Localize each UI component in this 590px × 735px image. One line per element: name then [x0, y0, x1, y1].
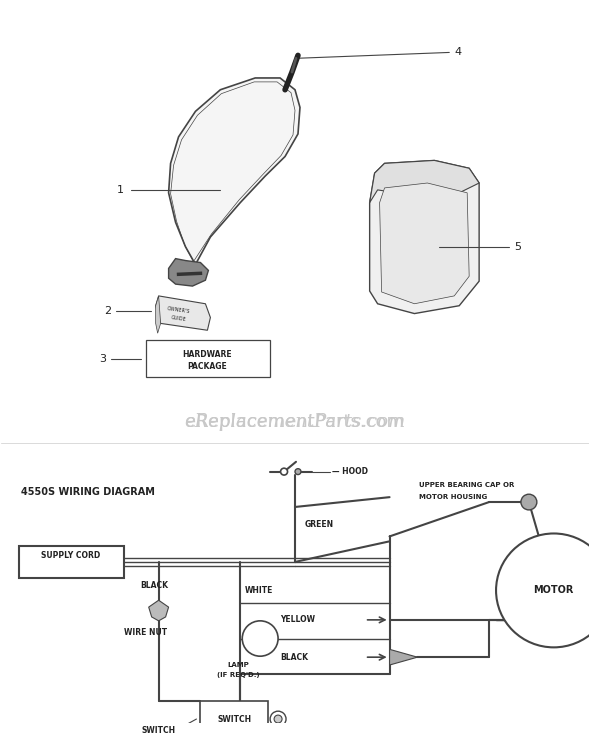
Text: 1: 1: [117, 185, 124, 195]
Text: HARDWARE: HARDWARE: [182, 351, 232, 359]
Polygon shape: [156, 296, 160, 333]
Circle shape: [295, 469, 301, 475]
Text: WHITE: WHITE: [245, 586, 274, 595]
Polygon shape: [370, 160, 479, 314]
Circle shape: [496, 534, 590, 648]
Text: 4: 4: [454, 48, 461, 57]
Text: UPPER BEARING CAP OR: UPPER BEARING CAP OR: [419, 482, 515, 488]
Polygon shape: [149, 600, 169, 621]
Polygon shape: [169, 78, 300, 265]
Text: eReplacementParts.com: eReplacementParts.com: [184, 412, 406, 431]
Polygon shape: [379, 183, 469, 304]
Text: MOTOR HOUSING: MOTOR HOUSING: [419, 494, 488, 500]
Text: GUIDE: GUIDE: [171, 315, 186, 322]
Text: MOTOR: MOTOR: [533, 585, 574, 595]
Text: SWITCH: SWITCH: [217, 714, 251, 723]
Text: GREEN: GREEN: [305, 520, 334, 529]
Polygon shape: [389, 649, 417, 665]
Text: eReplacementParts.com: eReplacementParts.com: [185, 412, 405, 431]
Text: PACKAGE: PACKAGE: [188, 362, 227, 371]
Text: OWNER'S: OWNER'S: [166, 306, 191, 315]
Text: WIRE NUT: WIRE NUT: [124, 628, 168, 637]
Circle shape: [281, 468, 287, 475]
Text: BLACK: BLACK: [141, 581, 169, 590]
Circle shape: [521, 494, 537, 510]
Text: — HOOD: — HOOD: [332, 467, 368, 476]
FancyBboxPatch shape: [19, 546, 124, 578]
Circle shape: [270, 711, 286, 727]
Polygon shape: [156, 296, 211, 330]
Circle shape: [242, 621, 278, 656]
FancyBboxPatch shape: [201, 701, 268, 735]
Text: 4550S WIRING DIAGRAM: 4550S WIRING DIAGRAM: [21, 487, 155, 498]
Text: 5: 5: [514, 242, 521, 252]
Text: YELLOW: YELLOW: [280, 615, 315, 624]
FancyBboxPatch shape: [146, 340, 270, 377]
Text: SUPPLY CORD: SUPPLY CORD: [41, 551, 101, 560]
Polygon shape: [169, 259, 208, 286]
Text: 2: 2: [104, 306, 111, 315]
Text: SWITCH: SWITCH: [142, 726, 176, 735]
Polygon shape: [370, 160, 479, 203]
Text: BLACK: BLACK: [280, 653, 308, 662]
Text: LAMP: LAMP: [227, 662, 249, 668]
Circle shape: [274, 715, 282, 723]
Text: 3: 3: [99, 354, 106, 364]
Text: (IF REQ'D.): (IF REQ'D.): [217, 672, 260, 678]
